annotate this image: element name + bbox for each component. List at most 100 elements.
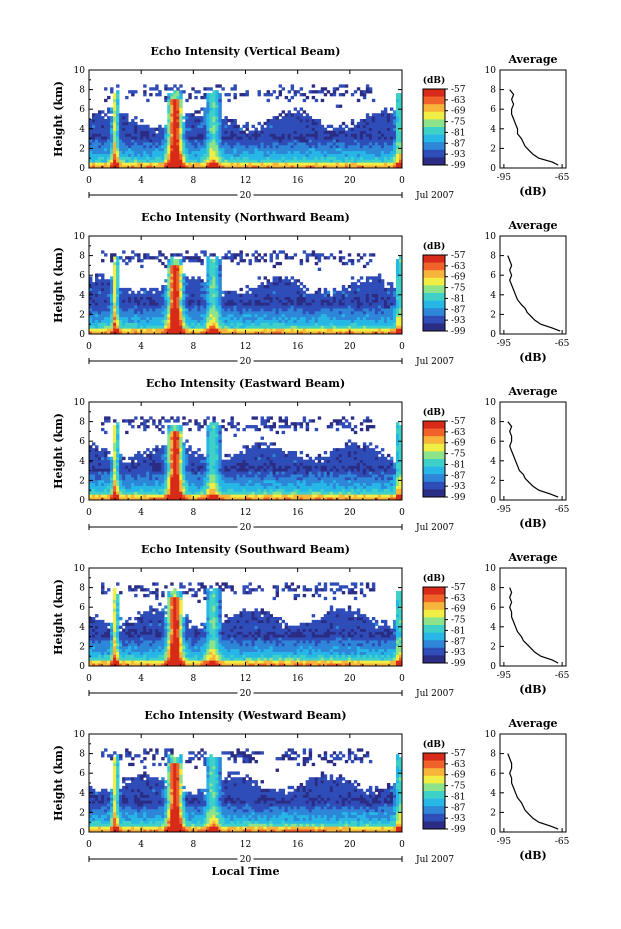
heatmap-cell — [164, 468, 168, 472]
heatmap-cell — [221, 159, 225, 163]
heatmap-cell — [170, 144, 174, 149]
heatmap-cell — [206, 110, 210, 114]
heatmap-cell — [161, 156, 165, 160]
heatmap-cell — [320, 305, 325, 309]
heatmap-cell — [158, 422, 162, 426]
date-label: Jul 2007 — [415, 191, 454, 201]
heatmap-cell — [131, 316, 135, 320]
heatmap-cell — [125, 116, 129, 120]
heatmap-cell — [134, 488, 138, 492]
heatmap-cell — [305, 119, 310, 123]
heatmap-cell — [335, 296, 340, 300]
heatmap-cell — [149, 476, 153, 481]
heatmap-cell — [236, 308, 240, 312]
heatmap-cell — [242, 150, 246, 154]
colorbar-segment — [423, 315, 445, 318]
heatmap-cell — [128, 293, 132, 297]
heatmap-cell — [278, 142, 283, 146]
heatmap-cell — [107, 313, 111, 318]
heatmap-cell — [281, 150, 286, 154]
heatmap-cell — [101, 451, 105, 455]
heatmap-cell — [122, 287, 126, 292]
heatmap-cell — [278, 305, 283, 309]
heatmap-cell — [104, 136, 108, 140]
heatmap-cell — [368, 313, 373, 318]
heatmap-cell — [128, 479, 132, 484]
heatmap-cell — [107, 139, 111, 143]
heatmap-cell — [188, 285, 192, 289]
heatmap-cell — [263, 322, 267, 326]
heatmap-cell — [377, 316, 382, 320]
heatmap-cell — [317, 313, 322, 318]
heatmap-cell — [191, 302, 195, 306]
heatmap-cell — [179, 282, 183, 286]
heatmap-cell — [167, 136, 171, 140]
heatmap-cell — [338, 150, 343, 154]
heatmap-cell — [134, 253, 138, 257]
heatmap-cell — [116, 90, 120, 94]
heatmap-cell — [251, 147, 255, 152]
heatmap-cell — [101, 144, 105, 149]
heatmap-cell — [137, 494, 141, 498]
heatmap-cell — [194, 319, 198, 323]
heatmap-cell — [371, 121, 376, 126]
heatmap-cell — [98, 116, 102, 120]
heatmap-cell — [254, 287, 258, 292]
x-tick-label: -95 — [497, 339, 512, 349]
heatmap-cell — [224, 156, 228, 160]
heatmap-cell — [263, 319, 267, 323]
heatmap-cell — [194, 162, 198, 166]
heatmap-cell — [350, 165, 355, 169]
heatmap-cell — [167, 427, 171, 432]
heatmap-cell — [176, 93, 180, 97]
heatmap-cell — [104, 485, 108, 489]
heatmap-cell — [272, 127, 276, 131]
heatmap-cell — [254, 144, 258, 149]
heatmap-cell — [374, 299, 379, 303]
heatmap-cell — [278, 113, 283, 117]
heatmap-cell — [239, 319, 243, 323]
heatmap-cell — [200, 153, 204, 157]
heatmap-cell — [209, 316, 213, 320]
heatmap-cell — [371, 156, 376, 160]
heatmap-cell — [371, 119, 376, 123]
heatmap-cell — [323, 127, 328, 131]
heatmap-cell — [116, 445, 120, 449]
heatmap-cell — [383, 325, 388, 329]
heatmap-cell — [263, 142, 267, 146]
heatmap-cell — [245, 319, 249, 323]
heatmap-cell — [350, 316, 355, 320]
heatmap-cell — [137, 316, 141, 320]
heatmap-cell — [380, 325, 385, 329]
heatmap-cell — [107, 331, 111, 335]
heatmap-cell — [149, 328, 153, 332]
heatmap-cell — [344, 147, 349, 152]
heatmap-cell — [353, 282, 358, 286]
heatmap-cell — [113, 476, 117, 481]
heatmap-cell — [371, 313, 376, 318]
heatmap-cell — [299, 113, 304, 117]
heatmap-cell — [269, 285, 273, 289]
heatmap-cell — [185, 153, 189, 157]
heatmap-cell — [218, 98, 222, 103]
y-tick-label: 8 — [490, 86, 496, 96]
heatmap-cell — [164, 153, 168, 157]
heatmap-cell — [266, 156, 270, 160]
heatmap-cell — [206, 153, 210, 157]
heatmap-cell — [194, 95, 198, 100]
heatmap-cell — [314, 121, 319, 126]
heatmap-cell — [395, 276, 400, 280]
heatmap-cell — [155, 468, 159, 472]
heatmap-cell — [194, 119, 198, 123]
heatmap-cell — [212, 325, 216, 329]
heatmap-cell — [248, 147, 252, 152]
heatmap-cell — [302, 159, 307, 163]
heatmap-cell — [398, 121, 403, 126]
heatmap-cell — [266, 136, 270, 140]
heatmap-cell — [368, 127, 373, 131]
heatmap-cell — [188, 119, 192, 123]
heatmap-cell — [158, 142, 162, 146]
heatmap-cell — [338, 305, 343, 309]
heatmap-cell — [122, 153, 126, 157]
heatmap-cell — [263, 153, 267, 157]
